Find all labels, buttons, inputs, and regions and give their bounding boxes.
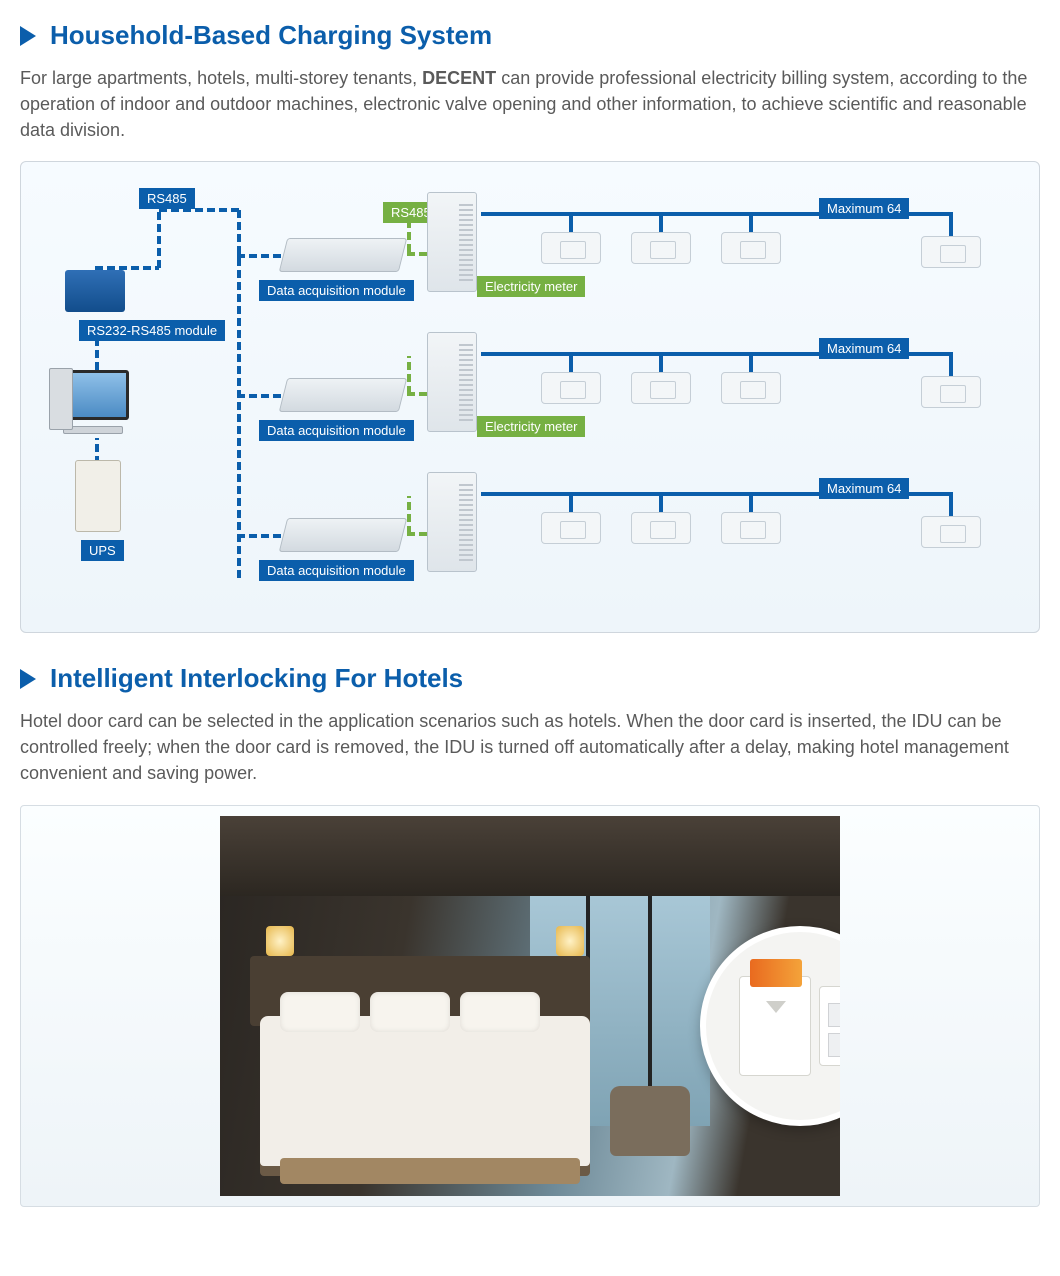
section-title: Intelligent Interlocking For Hotels <box>50 663 463 694</box>
indoor-unit-icon <box>541 232 601 264</box>
indoor-unit-icon <box>631 372 691 404</box>
heading-row: Household-Based Charging System <box>20 20 1040 51</box>
pillow-icon <box>460 992 540 1032</box>
line <box>95 340 99 370</box>
line <box>659 212 663 232</box>
wall-switch-icon <box>819 986 840 1066</box>
line <box>159 208 239 212</box>
line <box>905 492 951 496</box>
line <box>407 356 411 394</box>
section-intelligent-interlocking: Intelligent Interlocking For Hotels Hote… <box>20 663 1040 1206</box>
diagram-panel: RS485 RS232-RS485 module UPS Data acquis… <box>20 161 1040 633</box>
ceiling-icon <box>220 816 840 896</box>
line <box>949 352 953 376</box>
outdoor-unit-icon <box>427 332 477 432</box>
section-title: Household-Based Charging System <box>50 20 492 51</box>
data-acquisition-module-icon <box>279 378 407 412</box>
indoor-unit-icon <box>721 512 781 544</box>
line <box>407 496 411 534</box>
line <box>237 254 283 258</box>
label-ups: UPS <box>81 540 124 561</box>
line <box>569 492 573 512</box>
line <box>407 222 411 252</box>
desc-pre: For large apartments, hotels, multi-stor… <box>20 68 422 88</box>
pillow-icon <box>280 992 360 1032</box>
outdoor-unit-icon <box>427 192 477 292</box>
line <box>749 492 753 512</box>
indoor-unit-icon <box>921 236 981 268</box>
triangle-bullet-icon <box>20 669 36 689</box>
indoor-unit-icon <box>631 232 691 264</box>
lamp-icon <box>266 926 294 956</box>
section-charging-system: Household-Based Charging System For larg… <box>20 20 1040 633</box>
indoor-unit-icon <box>541 372 601 404</box>
label-rs485-top: RS485 <box>139 188 195 209</box>
line <box>407 252 427 256</box>
line <box>237 394 283 398</box>
card-slot-icon <box>739 976 811 1076</box>
indoor-unit-icon <box>921 376 981 408</box>
bench-icon <box>280 1158 580 1184</box>
heading-row: Intelligent Interlocking For Hotels <box>20 663 1040 694</box>
data-acquisition-module-icon <box>279 518 407 552</box>
hotel-room-illustration <box>220 816 840 1196</box>
lamp-icon <box>556 926 584 956</box>
computer-icon <box>57 370 129 434</box>
line <box>659 352 663 372</box>
label-electricity-meter: Electricity meter <box>477 276 585 297</box>
line <box>569 212 573 232</box>
desc-brand: DECENT <box>422 68 496 88</box>
line <box>749 212 753 232</box>
network-diagram: RS485 RS232-RS485 module UPS Data acquis… <box>39 180 1039 610</box>
bed-icon <box>260 1016 590 1166</box>
data-acquisition-module-icon <box>279 238 407 272</box>
indoor-unit-icon <box>721 232 781 264</box>
arrow-down-icon <box>766 1001 786 1013</box>
line <box>237 534 283 538</box>
label-daq: Data acquisition module <box>259 560 414 581</box>
label-electricity-meter: Electricity meter <box>477 416 585 437</box>
line <box>659 492 663 512</box>
line <box>949 212 953 236</box>
pillow-icon <box>370 992 450 1032</box>
line <box>949 492 953 516</box>
line <box>237 208 241 578</box>
indoor-unit-icon <box>631 512 691 544</box>
line <box>157 208 161 268</box>
label-daq: Data acquisition module <box>259 420 414 441</box>
label-rs232-module: RS232-RS485 module <box>79 320 225 341</box>
line <box>749 352 753 372</box>
ups-icon <box>75 460 121 532</box>
label-max64: Maximum 64 <box>819 198 909 219</box>
line <box>905 352 951 356</box>
line <box>905 212 951 216</box>
indoor-unit-icon <box>541 512 601 544</box>
line <box>569 352 573 372</box>
chair-icon <box>610 1086 690 1156</box>
door-card-inset <box>700 926 840 1126</box>
hotel-panel <box>20 805 1040 1207</box>
pc-tower-icon <box>49 368 73 430</box>
section-description: For large apartments, hotels, multi-stor… <box>20 65 1040 143</box>
indoor-unit-icon <box>721 372 781 404</box>
line <box>481 352 819 356</box>
label-max64: Maximum 64 <box>819 338 909 359</box>
section-description: Hotel door card can be selected in the a… <box>20 708 1040 786</box>
label-daq: Data acquisition module <box>259 280 414 301</box>
indoor-unit-icon <box>921 516 981 548</box>
page-footer <box>20 1237 1040 1243</box>
triangle-bullet-icon <box>20 26 36 46</box>
line <box>481 212 819 216</box>
line <box>481 492 819 496</box>
rs232-rs485-module-icon <box>65 270 125 312</box>
outdoor-unit-icon <box>427 472 477 572</box>
label-max64: Maximum 64 <box>819 478 909 499</box>
